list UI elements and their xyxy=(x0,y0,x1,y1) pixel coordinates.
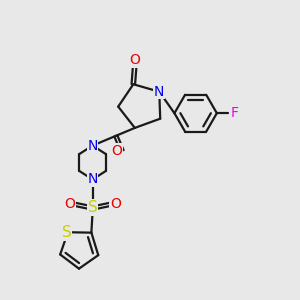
Text: O: O xyxy=(129,53,140,67)
Text: F: F xyxy=(231,106,239,120)
Text: S: S xyxy=(88,200,98,215)
Text: O: O xyxy=(110,197,121,212)
Text: N: N xyxy=(87,172,98,186)
Text: S: S xyxy=(61,225,71,240)
Text: O: O xyxy=(64,197,75,212)
Text: N: N xyxy=(87,139,98,153)
Text: O: O xyxy=(111,144,122,158)
Text: N: N xyxy=(154,85,164,99)
